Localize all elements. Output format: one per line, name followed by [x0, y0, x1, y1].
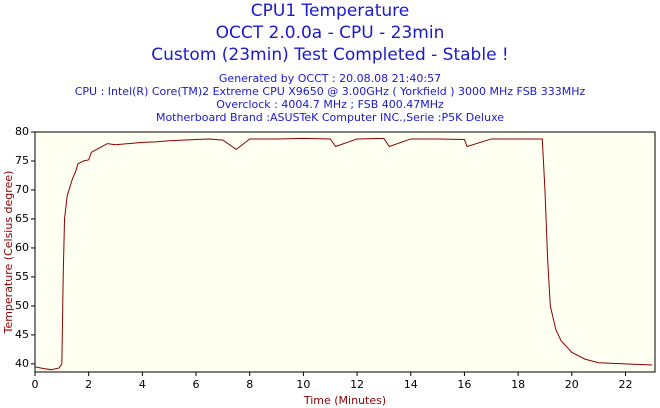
x-tick-label: 20: [565, 378, 579, 391]
x-tick-label: 22: [618, 378, 632, 391]
title-line: Custom (23min) Test Completed - Stable !: [151, 45, 509, 65]
title-line: CPU1 Temperature: [251, 1, 409, 21]
info-line: Generated by OCCT : 20.08.08 21:40:57: [219, 72, 441, 85]
plot-area: [34, 131, 656, 373]
y-axis-title: Temperature (Celsius degree): [2, 171, 15, 335]
info-line: CPU : Intel(R) Core(TM)2 Extreme CPU X96…: [75, 85, 586, 98]
y-tick-label: 45: [15, 328, 29, 341]
x-axis-title: Time (Minutes): [303, 394, 386, 407]
y-tick-label: 40: [15, 357, 29, 370]
x-tick-label: 2: [85, 378, 92, 391]
x-tick-label: 18: [511, 378, 525, 391]
x-tick-label: 0: [32, 378, 39, 391]
info-line: Motherboard Brand :ASUSTeK Computer INC.…: [156, 111, 504, 124]
y-tick-label: 60: [15, 241, 29, 254]
y-tick-label: 80: [15, 125, 29, 138]
y-tick-label: 50: [15, 299, 29, 312]
y-tick-label: 55: [15, 270, 29, 283]
x-tick-label: 10: [296, 378, 310, 391]
x-tick-label: 4: [139, 378, 146, 391]
y-tick-label: 70: [15, 183, 29, 196]
x-tick-label: 14: [404, 378, 418, 391]
title-line: OCCT 2.0.0a - CPU - 23min: [216, 23, 445, 43]
y-tick-label: 75: [15, 154, 29, 167]
info-line: Overclock : 4004.7 MHz ; FSB 400.47MHz: [216, 98, 444, 111]
line-series: [34, 137, 653, 371]
y-tick-label: 65: [15, 212, 29, 225]
x-tick-label: 12: [350, 378, 364, 391]
x-tick-label: 8: [246, 378, 253, 391]
x-tick-label: 16: [457, 378, 471, 391]
x-tick-label: 6: [193, 378, 200, 391]
